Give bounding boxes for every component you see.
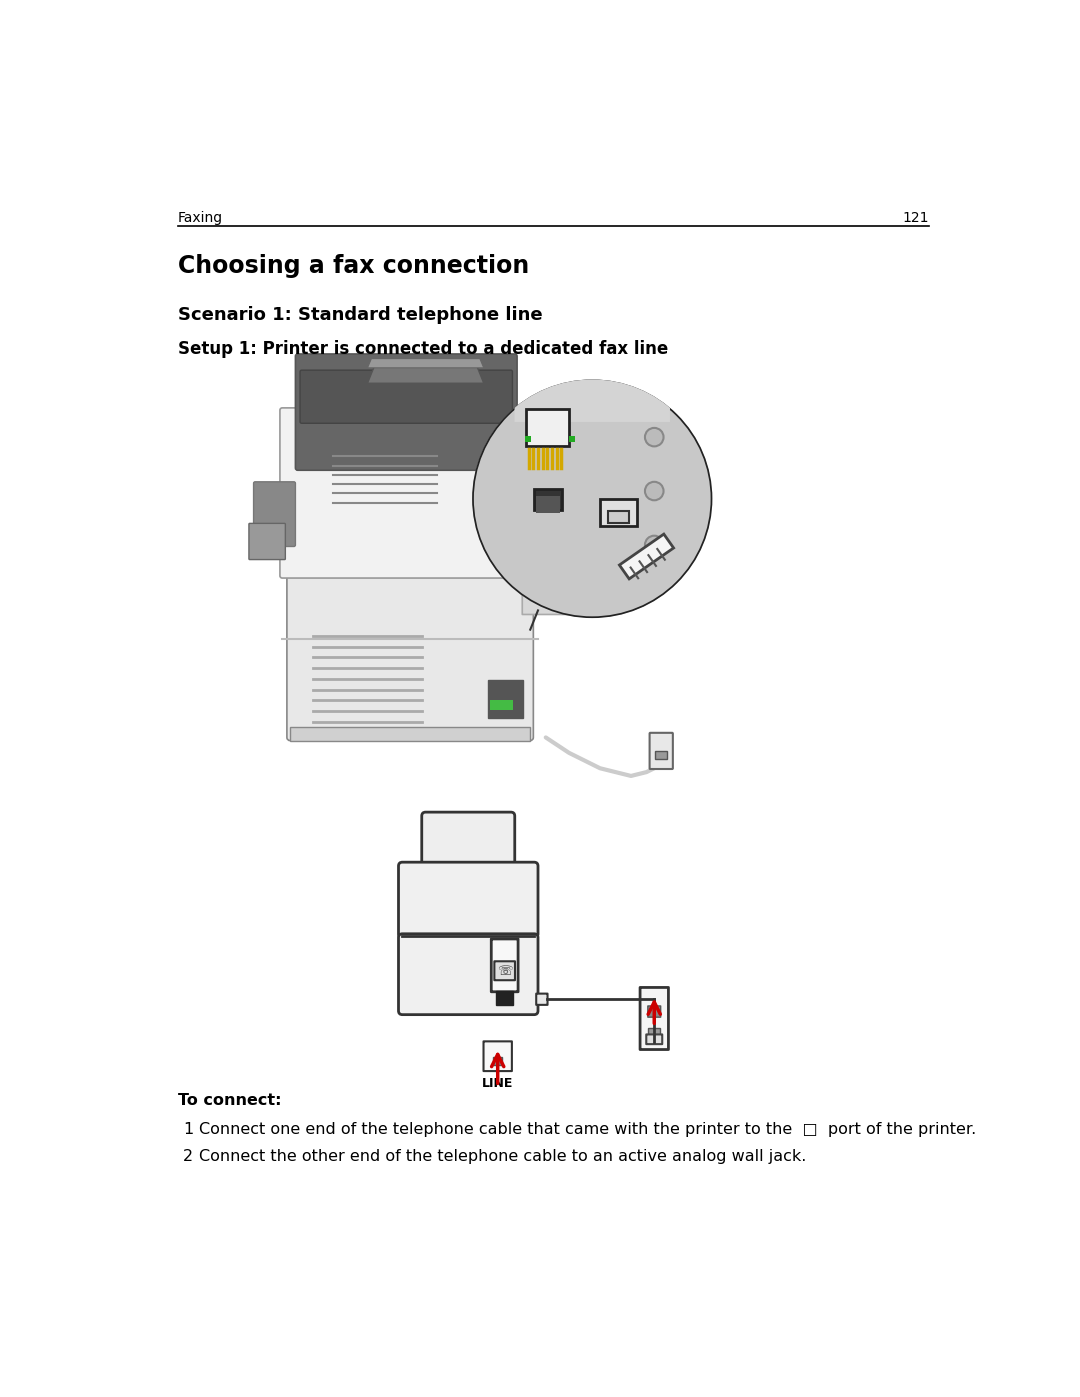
Text: 1: 1 (183, 1122, 193, 1137)
Text: ☏: ☏ (497, 965, 513, 978)
Bar (608, 511, 630, 524)
Bar (537, 496, 559, 513)
Text: Scenario 1: Standard telephone line: Scenario 1: Standard telephone line (177, 306, 542, 324)
FancyBboxPatch shape (296, 353, 517, 471)
Text: 2: 2 (183, 1148, 193, 1164)
FancyBboxPatch shape (523, 460, 569, 615)
Text: Connect the other end of the telephone cable to an active analog wall jack.: Connect the other end of the telephone c… (199, 1148, 806, 1164)
Text: To connect:: To connect: (177, 1094, 281, 1108)
Circle shape (472, 380, 713, 617)
Circle shape (645, 427, 663, 447)
FancyBboxPatch shape (248, 524, 285, 560)
Bar (569, 436, 576, 441)
FancyBboxPatch shape (280, 408, 540, 578)
Bar (600, 499, 637, 525)
Bar (291, 728, 530, 742)
Polygon shape (367, 359, 484, 367)
Circle shape (645, 482, 663, 500)
FancyBboxPatch shape (640, 988, 669, 1049)
Text: Setup 1: Printer is connected to a dedicated fax line: Setup 1: Printer is connected to a dedic… (177, 339, 667, 358)
FancyBboxPatch shape (399, 862, 538, 937)
Bar (648, 1028, 661, 1035)
Polygon shape (620, 534, 674, 578)
Bar (496, 990, 513, 1004)
FancyBboxPatch shape (648, 1006, 661, 1017)
Bar (488, 680, 523, 718)
Bar (526, 409, 569, 447)
FancyBboxPatch shape (649, 733, 673, 768)
Text: Choosing a fax connection: Choosing a fax connection (177, 254, 529, 278)
FancyBboxPatch shape (287, 557, 534, 740)
FancyBboxPatch shape (646, 1034, 662, 1044)
Bar (525, 436, 531, 441)
FancyBboxPatch shape (399, 933, 538, 1014)
FancyBboxPatch shape (484, 1041, 512, 1071)
FancyBboxPatch shape (254, 482, 296, 546)
Circle shape (645, 535, 663, 555)
FancyBboxPatch shape (495, 961, 515, 981)
Text: 121: 121 (903, 211, 930, 225)
FancyBboxPatch shape (514, 267, 670, 422)
Bar (656, 752, 667, 759)
FancyBboxPatch shape (491, 939, 518, 992)
FancyBboxPatch shape (536, 993, 548, 1004)
Text: Connect one end of the telephone cable that came with the printer to the  □  por: Connect one end of the telephone cable t… (199, 1122, 976, 1137)
Text: LINE: LINE (482, 1077, 513, 1091)
Bar (494, 1058, 502, 1065)
Polygon shape (367, 365, 484, 383)
Text: Faxing: Faxing (177, 211, 222, 225)
FancyBboxPatch shape (300, 370, 512, 423)
Bar (535, 489, 562, 510)
FancyBboxPatch shape (422, 812, 515, 872)
Bar (490, 700, 513, 711)
